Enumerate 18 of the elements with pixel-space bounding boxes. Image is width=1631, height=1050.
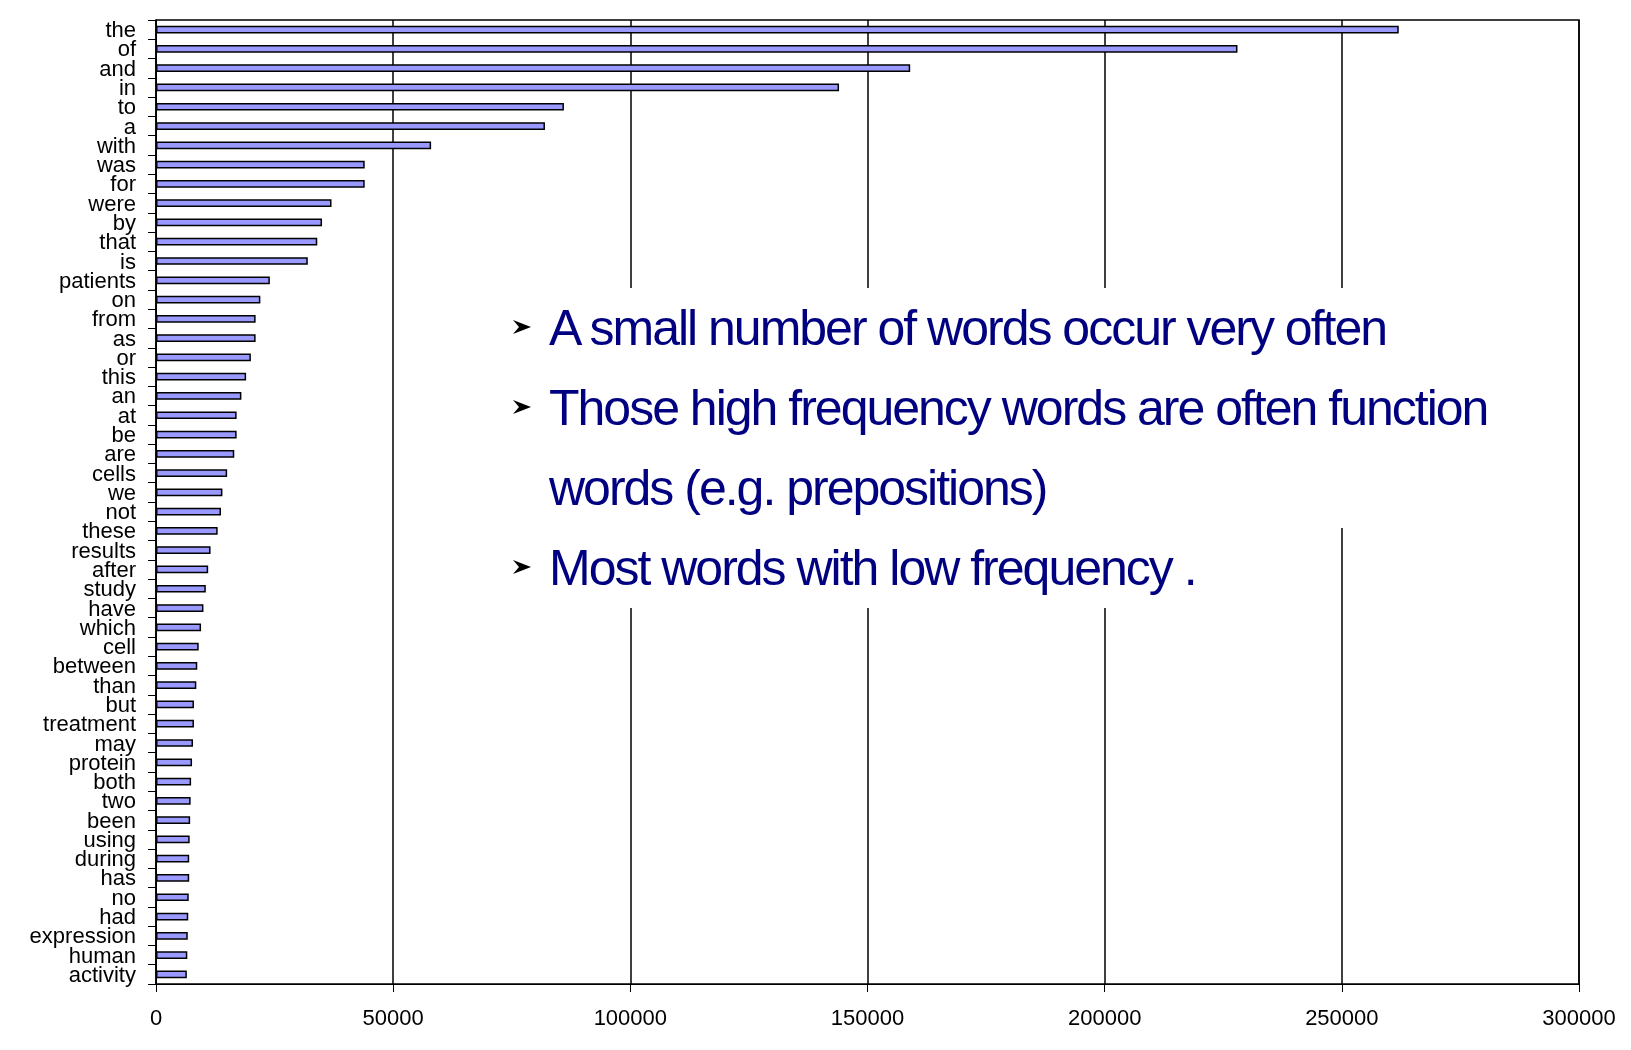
annotation: Those high frequency words are often function words (e.g. prepositions) xyxy=(549,368,1563,528)
y-tick-label: cell xyxy=(102,634,136,660)
x-tick-label: 250000 xyxy=(1305,1004,1379,1030)
y-tick-label: to xyxy=(117,94,136,120)
y-tick-label: cells xyxy=(91,460,136,486)
x-tick-label: 0 xyxy=(149,1004,163,1030)
y-tick-label: two xyxy=(101,788,136,814)
x-tick-label: 200000 xyxy=(1067,1004,1142,1030)
x-tick-label: 50000 xyxy=(362,1004,424,1030)
annotation: Most words with low frequency . xyxy=(549,528,1196,608)
y-tick-label: treatment xyxy=(43,711,136,737)
y-tick-label: is xyxy=(120,248,136,274)
x-tick-label: 150000 xyxy=(830,1004,905,1030)
x-tick-label: 300000 xyxy=(1542,1004,1616,1030)
y-tick-label: not xyxy=(105,499,136,525)
y-tick-label: expression xyxy=(29,923,136,949)
annotation: A small number of words occur very often xyxy=(549,288,1387,368)
x-tick-label: 100000 xyxy=(593,1004,668,1030)
